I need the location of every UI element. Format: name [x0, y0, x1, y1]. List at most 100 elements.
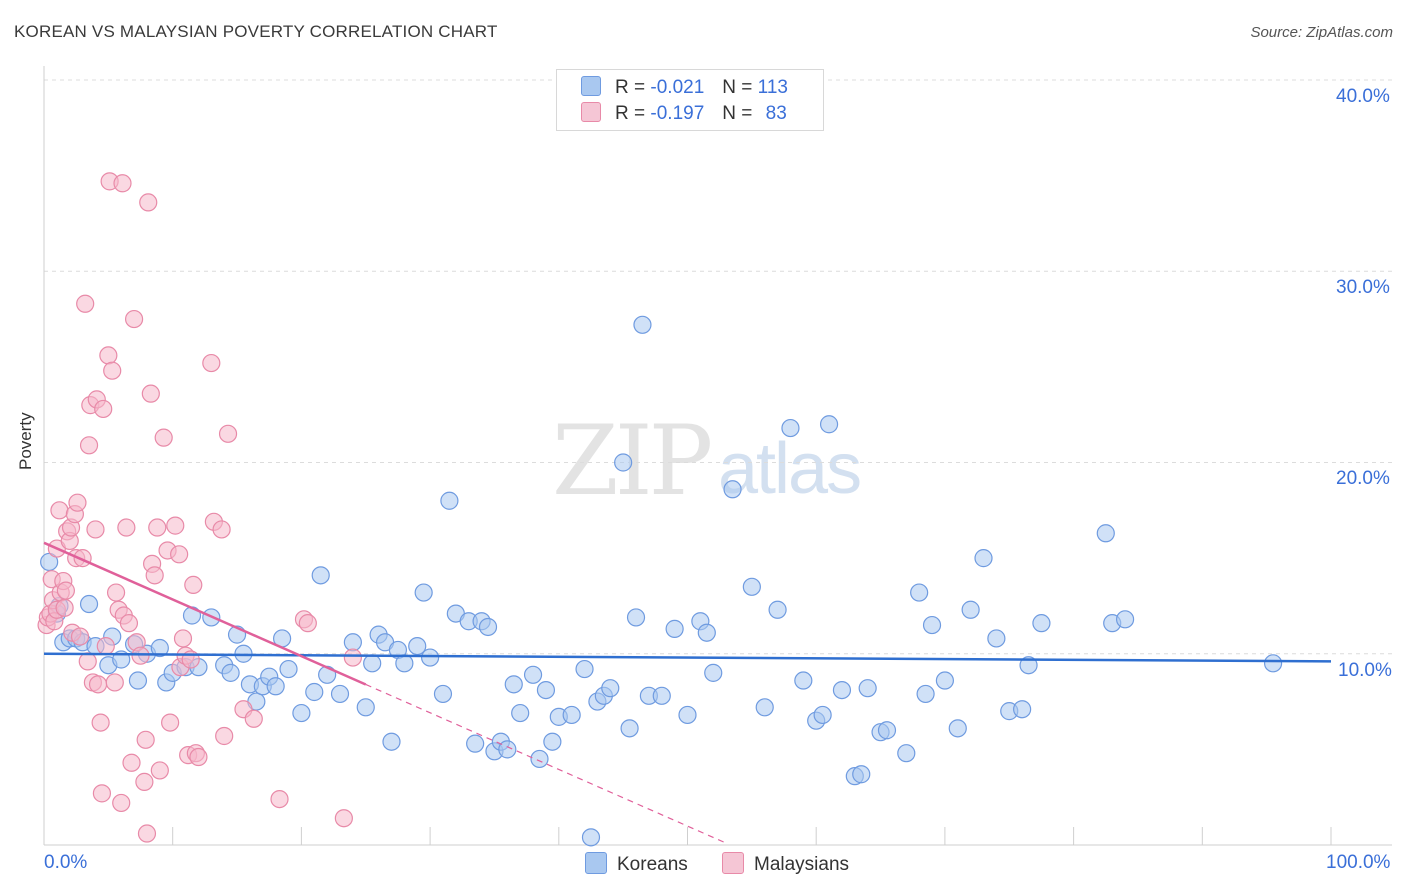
korean-point — [987, 629, 1006, 648]
korean-point — [614, 453, 633, 472]
malaysian-point — [136, 730, 155, 749]
korean-point — [633, 315, 652, 334]
korean-point — [128, 671, 148, 690]
korean-point — [536, 680, 556, 700]
korean-point — [723, 480, 742, 499]
legend-r-label: R = — [615, 77, 646, 98]
malaysian-point — [173, 629, 193, 648]
malaysian-point — [135, 772, 154, 791]
malaysian-point — [170, 545, 189, 564]
korean-point — [742, 577, 761, 596]
korean-point — [356, 698, 375, 717]
malaysian-point — [343, 648, 362, 667]
legend-r-value-koreans: -0.021 — [650, 77, 705, 98]
korean-point — [704, 663, 723, 682]
malaysian-point — [334, 809, 353, 828]
korean-point — [678, 705, 697, 725]
legend-n-value-koreans: 113 — [757, 77, 788, 98]
malaysian-point — [270, 789, 289, 809]
korean-point — [266, 677, 285, 696]
malaysian-point — [150, 761, 169, 780]
legend-n-label: N = — [722, 77, 753, 98]
malaysian-point — [91, 713, 110, 732]
malaysian-point — [86, 520, 105, 539]
korean-point — [813, 705, 832, 725]
korean-point — [504, 675, 523, 694]
korean-point — [221, 663, 240, 682]
malaysian-point — [96, 636, 115, 656]
y-tick-label-40: 40.0% — [1336, 86, 1390, 107]
korean-point — [498, 740, 517, 759]
malaysian-point — [99, 346, 118, 365]
korean-point — [581, 828, 601, 847]
malaysian-point — [141, 384, 160, 403]
malaysian-point — [112, 793, 131, 813]
malaysian-point — [145, 566, 164, 585]
malaysian-point — [79, 436, 99, 455]
korean-point — [478, 617, 498, 637]
korean-point — [601, 679, 620, 698]
malaysian-point — [166, 516, 185, 535]
malaysian-point — [106, 583, 126, 602]
malaysian-point — [50, 501, 69, 520]
legend-r-value-malaysians: -0.197 — [650, 103, 705, 124]
koreans-legend-label: Koreans — [617, 854, 688, 875]
malaysians-swatch — [581, 102, 601, 122]
malaysian-point — [202, 353, 221, 373]
malaysian-point — [103, 361, 122, 380]
malaysian-point — [92, 784, 112, 803]
watermark-zip: ZIP — [552, 405, 713, 517]
korean-point — [433, 684, 453, 704]
malaysian-point — [119, 614, 139, 633]
korean-point — [1263, 654, 1283, 673]
korean-point — [755, 698, 774, 717]
bottom-legend-malaysians: Malaysians — [722, 852, 849, 876]
korean-point — [1096, 524, 1115, 543]
korean-point — [922, 615, 942, 635]
y-tick-label-30: 30.0% — [1336, 277, 1390, 298]
malaysian-point — [105, 673, 124, 692]
korean-point — [916, 684, 935, 704]
x-tick-label-min: 0.0% — [44, 852, 88, 873]
korean-trend-line — [43, 652, 1332, 663]
x-tick-label-max: 100.0% — [1326, 852, 1391, 873]
korean-point — [948, 719, 967, 738]
y-tick-label-10: 10.0% — [1338, 660, 1392, 681]
korean-point — [1019, 656, 1038, 675]
korean-point — [292, 703, 311, 723]
korean-point — [819, 415, 839, 434]
korean-point — [511, 703, 530, 723]
source-label: Source: ZipAtlas.com — [1250, 24, 1393, 41]
korean-point — [395, 654, 414, 673]
korean-point — [311, 566, 330, 585]
korean-point — [665, 619, 684, 638]
malaysians-legend-label: Malaysians — [754, 854, 850, 875]
korean-point — [79, 594, 99, 614]
malaysian-trend-line — [43, 541, 367, 686]
korean-point — [466, 734, 485, 753]
korean-point — [910, 583, 929, 602]
korean-point — [421, 648, 440, 667]
malaysian-point — [76, 294, 95, 313]
korean-point — [343, 633, 362, 652]
korean-point — [408, 636, 427, 656]
korean-point — [768, 600, 787, 619]
korean-point — [440, 491, 459, 510]
korean-point — [935, 671, 955, 690]
malaysian-point — [212, 520, 231, 539]
korean-point — [1032, 614, 1051, 633]
korean-point — [832, 680, 852, 700]
y-tick-label-20: 20.0% — [1336, 468, 1390, 489]
malaysian-point — [139, 193, 158, 212]
malaysian-point — [137, 824, 157, 843]
korean-point — [697, 623, 716, 642]
malaysian-point — [298, 614, 317, 633]
correlation-legend: R = -0.021 N = 113 R = -0.197 N = 83 — [556, 69, 824, 131]
bottom-legend-koreans: Koreans — [585, 852, 688, 876]
korean-point — [530, 749, 549, 769]
korean-point — [330, 684, 350, 704]
korean-point — [974, 549, 993, 568]
korean-point — [897, 744, 916, 763]
malaysian-point — [131, 646, 150, 665]
